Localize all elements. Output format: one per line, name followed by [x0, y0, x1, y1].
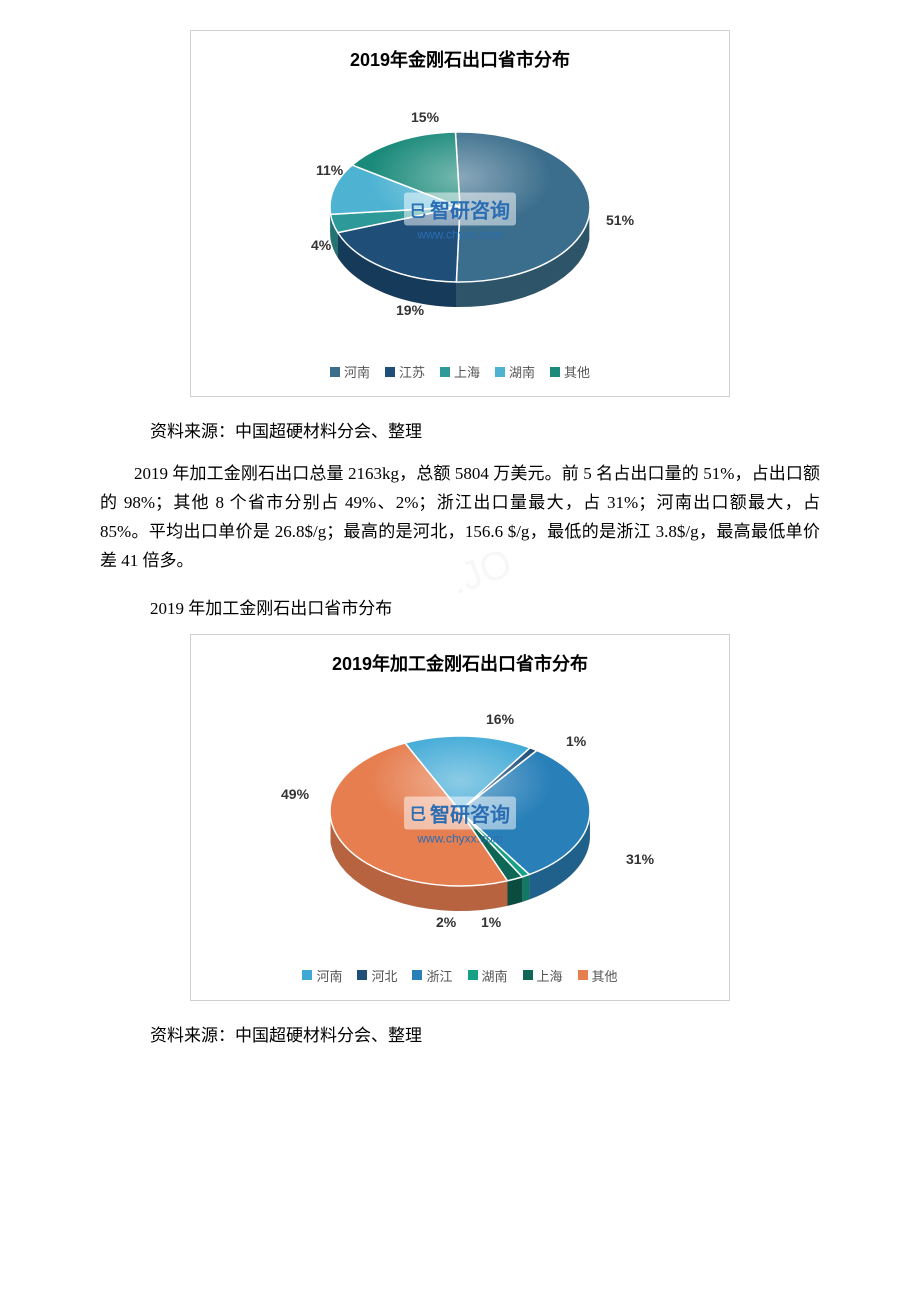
legend-item: 湖南 — [468, 966, 508, 985]
legend-item: 上海 — [523, 966, 563, 985]
legend-item: 河南 — [302, 966, 342, 985]
chart1-pie-area: 巳 智研咨询 www.chyxx.com 51%19%4%11%15% — [211, 87, 709, 347]
legend-label: 江苏 — [399, 362, 425, 381]
legend-label: 河北 — [371, 966, 397, 985]
pie-label: 31% — [626, 851, 654, 867]
legend-label: 上海 — [537, 966, 563, 985]
legend-item: 浙江 — [412, 966, 452, 985]
legend-item: 江苏 — [385, 362, 425, 381]
legend-label: 上海 — [454, 362, 480, 381]
pie-label: 1% — [481, 914, 501, 930]
legend-label: 河南 — [316, 966, 342, 985]
legend-swatch — [357, 970, 367, 980]
pie-label: 1% — [566, 733, 586, 749]
legend-label: 其他 — [592, 966, 618, 985]
legend-label: 河南 — [344, 362, 370, 381]
legend-swatch — [495, 367, 505, 377]
legend-label: 湖南 — [509, 362, 535, 381]
chart2-title: 2019年加工金刚石出口省市分布 — [211, 650, 709, 676]
legend-item: 湖南 — [495, 362, 535, 381]
legend-item: 河南 — [330, 362, 370, 381]
legend-swatch — [523, 970, 533, 980]
legend-label: 其他 — [564, 362, 590, 381]
pie-label: 15% — [411, 109, 439, 125]
legend-swatch — [385, 367, 395, 377]
pie-label: 4% — [311, 237, 331, 253]
legend-swatch — [578, 970, 588, 980]
chart2-wrapper: 2019年加工金刚石出口省市分布 巳 智研咨询 www.chyxx.com 16… — [100, 634, 820, 1001]
chart1-wrapper: 2019年金刚石出口省市分布 巳 智研咨询 www.chyxx.com 51%1… — [100, 30, 820, 397]
pie-label: 51% — [606, 212, 634, 228]
chart2-legend: 河南 河北 浙江 湖南 上海 其他 — [211, 966, 709, 985]
legend-item: 其他 — [550, 362, 590, 381]
section-title: 2019 年加工金刚石出口省市分布 — [150, 594, 820, 619]
pie-label: 49% — [281, 786, 309, 802]
legend-swatch — [302, 970, 312, 980]
caption2: 资料来源：中国超硬材料分会、整理 — [150, 1021, 820, 1046]
chart2-container: 2019年加工金刚石出口省市分布 巳 智研咨询 www.chyxx.com 16… — [190, 634, 730, 1001]
legend-item: 其他 — [578, 966, 618, 985]
legend-swatch — [330, 367, 340, 377]
legend-swatch — [550, 367, 560, 377]
pie-label: 11% — [316, 162, 343, 178]
legend-swatch — [468, 970, 478, 980]
body-paragraph: 2019 年加工金刚石出口总量 2163kg，总额 5804 万美元。前 5 名… — [100, 460, 820, 576]
legend-label: 浙江 — [426, 966, 452, 985]
legend-label: 湖南 — [482, 966, 508, 985]
caption1: 资料来源：中国超硬材料分会、整理 — [150, 417, 820, 442]
chart1-legend: 河南 江苏 上海 湖南 其他 — [211, 362, 709, 381]
legend-item: 上海 — [440, 362, 480, 381]
chart2-pie-area: 巳 智研咨询 www.chyxx.com 16%1%31%1%2%49% — [211, 691, 709, 951]
pie-label: 16% — [486, 711, 514, 727]
chart1-title: 2019年金刚石出口省市分布 — [211, 46, 709, 72]
chart1-svg — [290, 102, 630, 332]
chart1-container: 2019年金刚石出口省市分布 巳 智研咨询 www.chyxx.com 51%1… — [190, 30, 730, 397]
legend-swatch — [440, 367, 450, 377]
legend-swatch — [412, 970, 422, 980]
legend-item: 河北 — [357, 966, 397, 985]
pie-label: 19% — [396, 302, 424, 318]
pie-label: 2% — [436, 914, 456, 930]
